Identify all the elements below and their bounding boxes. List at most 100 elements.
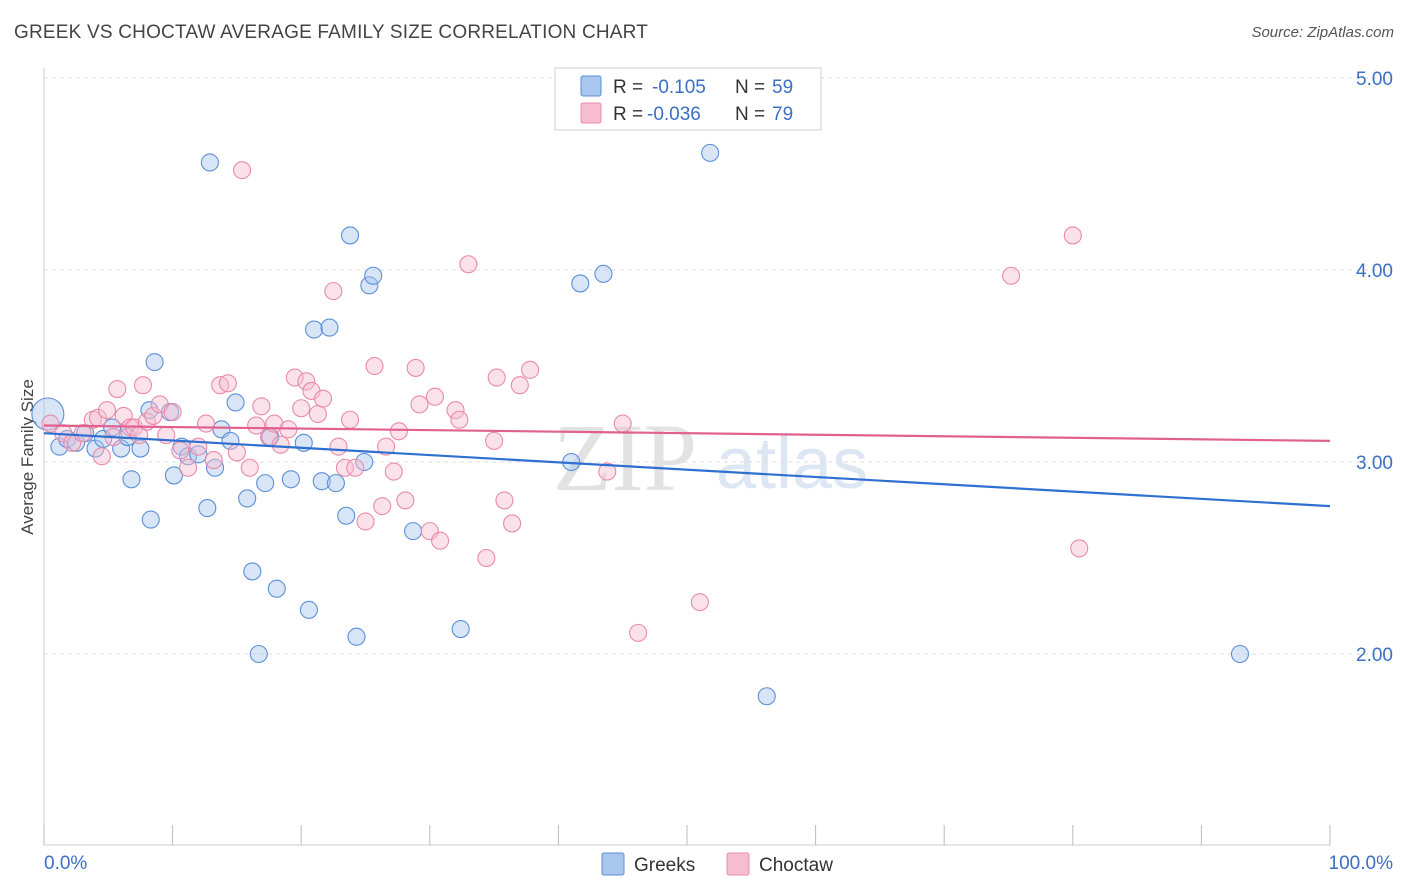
- legend-choctaw-swatch: [726, 852, 750, 876]
- data-points: [31, 143, 1250, 706]
- choctaw-point: [406, 358, 425, 377]
- legend-greeks-swatch: [601, 852, 625, 876]
- choctaw-point: [41, 414, 60, 433]
- greeks-point: [243, 562, 262, 581]
- y-tick-label: 3.00: [1356, 453, 1393, 474]
- greeks-point: [347, 627, 366, 646]
- choctaw-point: [384, 462, 403, 481]
- choctaw-point: [1063, 226, 1082, 245]
- choctaw-point: [329, 437, 348, 456]
- choctaw-point: [335, 458, 354, 477]
- trend-lines: [43, 424, 1331, 508]
- choctaw-point: [598, 462, 617, 481]
- y-tick-label: 5.00: [1356, 69, 1393, 90]
- greeks-point: [299, 600, 318, 619]
- source-credit: Source: ZipAtlas.com: [1251, 24, 1394, 41]
- choctaw-point: [1070, 539, 1089, 558]
- greeks-point: [701, 143, 720, 162]
- greeks-point: [326, 474, 345, 493]
- choctaw-point: [240, 458, 259, 477]
- greeks-point: [451, 619, 470, 639]
- greeks-point: [226, 393, 245, 412]
- series-legend: Greeks Choctaw: [601, 852, 833, 876]
- greeks-n-label: N =: [735, 77, 765, 98]
- greeks-swatch: [580, 75, 602, 97]
- greeks-point: [320, 318, 339, 337]
- greeks-r-value: -0.105: [652, 77, 706, 98]
- greeks-point: [164, 466, 183, 485]
- greeks-point: [249, 644, 268, 664]
- choctaw-point: [1002, 266, 1021, 285]
- greeks-point: [31, 397, 65, 431]
- y-tick-label: 4.00: [1356, 261, 1393, 282]
- choctaw-point: [247, 416, 266, 435]
- x-ticks: [43, 825, 1331, 845]
- y-axis-title: Average Family Size: [18, 379, 37, 535]
- choctaw-r-label: R =: [613, 104, 643, 125]
- choctaw-point: [495, 491, 514, 510]
- watermark-zip: ZIP: [553, 404, 697, 511]
- greeks-point: [256, 474, 275, 493]
- y-tick-label: 2.00: [1356, 645, 1393, 666]
- choctaw-point: [218, 374, 237, 393]
- greeks-point: [337, 506, 356, 525]
- choctaw-point: [450, 410, 469, 429]
- greeks-point: [238, 489, 257, 508]
- choctaw-point: [459, 255, 478, 274]
- choctaw-point: [114, 406, 133, 425]
- choctaw-point: [346, 458, 365, 477]
- choctaw-point: [196, 414, 216, 433]
- choctaw-point: [144, 406, 163, 425]
- choctaw-point: [108, 379, 127, 399]
- choctaw-point: [410, 395, 429, 414]
- choctaw-point: [690, 593, 709, 612]
- greeks-point: [305, 320, 324, 339]
- greeks-point: [145, 353, 164, 372]
- choctaw-point: [211, 376, 230, 395]
- choctaw-point: [425, 387, 444, 406]
- greeks-point: [312, 472, 331, 491]
- watermark-atlas: atlas: [716, 424, 868, 504]
- choctaw-r-value: -0.036: [647, 104, 701, 125]
- choctaw-point: [373, 497, 392, 516]
- choctaw-point: [629, 623, 648, 642]
- choctaw-point: [204, 451, 223, 470]
- greeks-point: [594, 264, 613, 283]
- choctaw-point: [510, 376, 529, 395]
- chart-title: GREEK VS CHOCTAW AVERAGE FAMILY SIZE COR…: [14, 22, 649, 43]
- greeks-point: [122, 470, 141, 489]
- greeks-point: [221, 431, 240, 450]
- choctaw-point: [73, 424, 92, 443]
- choctaw-point: [477, 548, 496, 568]
- choctaw-point: [314, 389, 333, 408]
- legend-choctaw-label: Choctaw: [759, 855, 833, 876]
- choctaw-point: [396, 491, 415, 510]
- choctaw-point: [389, 422, 408, 441]
- greeks-point: [141, 510, 160, 529]
- choctaw-point: [356, 512, 375, 531]
- greeks-point: [86, 439, 105, 458]
- choctaw-n-value: 79: [772, 104, 793, 125]
- choctaw-point: [308, 404, 327, 424]
- choctaw-point: [521, 360, 540, 379]
- choctaw-point: [178, 458, 198, 477]
- stats-legend: R = -0.105 N = 59 R = -0.036 N = 79: [554, 67, 822, 131]
- y-tick-labels: 2.00 3.00 4.00 5.00: [1356, 69, 1393, 666]
- choctaw-point: [171, 441, 190, 460]
- choctaw-point: [446, 401, 465, 420]
- choctaw-swatch: [580, 102, 602, 124]
- greeks-point: [355, 452, 374, 472]
- choctaw-point: [613, 414, 632, 433]
- greeks-point: [341, 226, 360, 245]
- choctaw-point: [431, 531, 450, 550]
- x-tick-label-min: 0.0%: [44, 853, 87, 874]
- choctaw-point: [227, 443, 246, 462]
- greeks-point: [571, 274, 590, 293]
- greeks-point: [131, 439, 150, 458]
- choctaw-point: [377, 437, 396, 456]
- choctaw-trend-line: [43, 424, 1331, 442]
- greeks-trend-line: [43, 432, 1331, 508]
- choctaw-point: [297, 372, 316, 391]
- greeks-point: [267, 579, 286, 598]
